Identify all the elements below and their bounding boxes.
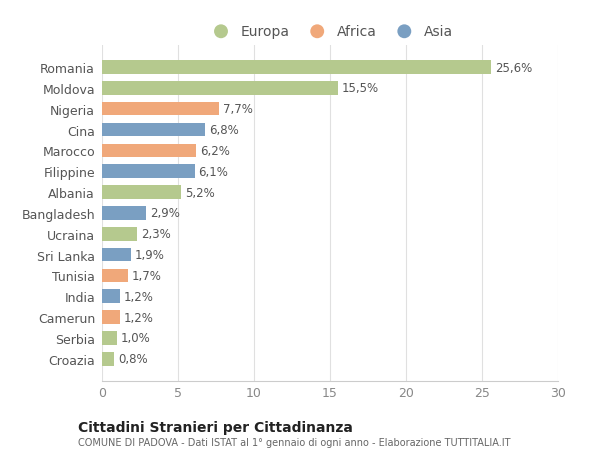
Text: COMUNE DI PADOVA - Dati ISTAT al 1° gennaio di ogni anno - Elaborazione TUTTITAL: COMUNE DI PADOVA - Dati ISTAT al 1° genn… (78, 437, 511, 447)
Bar (102, 207, 146, 220)
Bar (102, 248, 131, 262)
Bar (102, 82, 338, 95)
Bar (102, 352, 114, 366)
Text: 6,1%: 6,1% (199, 165, 229, 179)
Text: 5,2%: 5,2% (185, 186, 215, 199)
Text: 15,5%: 15,5% (341, 82, 379, 95)
Text: 25,6%: 25,6% (495, 62, 532, 74)
Bar (102, 123, 205, 137)
Text: Cittadini Stranieri per Cittadinanza: Cittadini Stranieri per Cittadinanza (78, 420, 353, 434)
Text: 0,8%: 0,8% (118, 353, 148, 365)
Bar (102, 269, 128, 283)
Text: 1,9%: 1,9% (134, 248, 164, 262)
Bar (102, 165, 195, 179)
Bar (102, 103, 219, 116)
Text: 2,9%: 2,9% (150, 207, 180, 220)
Text: 1,7%: 1,7% (131, 269, 161, 282)
Text: 6,8%: 6,8% (209, 124, 239, 137)
Text: 6,2%: 6,2% (200, 145, 230, 157)
Bar (102, 311, 120, 324)
Bar (102, 228, 137, 241)
Bar (102, 186, 181, 199)
Legend: Europa, Africa, Asia: Europa, Africa, Asia (202, 19, 458, 45)
Text: 1,0%: 1,0% (121, 332, 151, 345)
Bar (102, 144, 196, 158)
Bar (102, 61, 491, 75)
Text: 7,7%: 7,7% (223, 103, 253, 116)
Text: 1,2%: 1,2% (124, 290, 154, 303)
Text: 2,3%: 2,3% (141, 228, 170, 241)
Text: 1,2%: 1,2% (124, 311, 154, 324)
Bar (102, 290, 120, 303)
Bar (102, 331, 117, 345)
